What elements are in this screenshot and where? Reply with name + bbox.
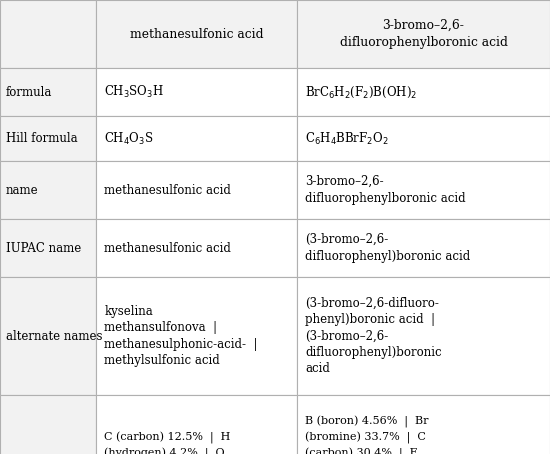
Text: alternate names: alternate names	[6, 330, 102, 342]
Bar	[0, 116, 96, 161]
Bar	[297, 395, 550, 454]
Text: C$_6$H$_4$BBrF$_2$O$_2$: C$_6$H$_4$BBrF$_2$O$_2$	[305, 130, 389, 147]
Bar	[297, 0, 550, 68]
Bar	[96, 0, 297, 68]
Bar	[297, 161, 550, 219]
Bar	[297, 116, 550, 161]
Bar	[96, 161, 297, 219]
Text: C (carbon) 12.5%  |  H
(hydrogen) 4.2%  |  O
(oxygen) 49.9%  |  S
(sulfur) 33.4%: C (carbon) 12.5% | H (hydrogen) 4.2% | O…	[104, 432, 230, 454]
Bar	[297, 219, 550, 277]
Bar	[96, 68, 297, 116]
Text: CH$_3$SO$_3$H: CH$_3$SO$_3$H	[104, 84, 164, 100]
Text: methanesulfonic acid: methanesulfonic acid	[130, 28, 263, 40]
Bar	[0, 0, 96, 68]
Bar	[0, 219, 96, 277]
Text: CH$_4$O$_3$S: CH$_4$O$_3$S	[104, 130, 154, 147]
Text: 3-bromo–2,6-
difluorophenylboronic acid: 3-bromo–2,6- difluorophenylboronic acid	[305, 175, 466, 205]
Text: BrC$_6$H$_2$(F$_2$)B(OH)$_2$: BrC$_6$H$_2$(F$_2$)B(OH)$_2$	[305, 84, 417, 99]
Bar	[0, 277, 96, 395]
Bar	[0, 161, 96, 219]
Text: IUPAC name: IUPAC name	[6, 242, 81, 255]
Bar	[297, 68, 550, 116]
Text: kyselina
methansulfonova  |
methanesulphonic-acid-  |
methylsulfonic acid: kyselina methansulfonova | methanesulpho…	[104, 305, 257, 367]
Text: methanesulfonic acid: methanesulfonic acid	[104, 242, 231, 255]
Bar	[96, 395, 297, 454]
Text: 3-bromo–2,6-
difluorophenylboronic acid: 3-bromo–2,6- difluorophenylboronic acid	[339, 19, 508, 49]
Text: methanesulfonic acid: methanesulfonic acid	[104, 183, 231, 197]
Bar	[0, 68, 96, 116]
Text: Hill formula: Hill formula	[6, 132, 78, 145]
Text: (3-bromo–2,6-difluoro-
phenyl)boronic acid  |
(3-bromo–2,6-
difluorophenyl)boron: (3-bromo–2,6-difluoro- phenyl)boronic ac…	[305, 296, 442, 375]
Text: formula: formula	[6, 85, 52, 99]
Bar	[0, 395, 96, 454]
Text: B (boron) 4.56%  |  Br
(bromine) 33.7%  |  C
(carbon) 30.4%  |  F
(fluorine) 16%: B (boron) 4.56% | Br (bromine) 33.7% | C…	[305, 416, 428, 454]
Bar	[96, 116, 297, 161]
Bar	[297, 277, 550, 395]
Bar	[96, 277, 297, 395]
Text: (3-bromo–2,6-
difluorophenyl)boronic acid: (3-bromo–2,6- difluorophenyl)boronic aci…	[305, 233, 470, 263]
Text: name: name	[6, 183, 38, 197]
Bar	[96, 219, 297, 277]
